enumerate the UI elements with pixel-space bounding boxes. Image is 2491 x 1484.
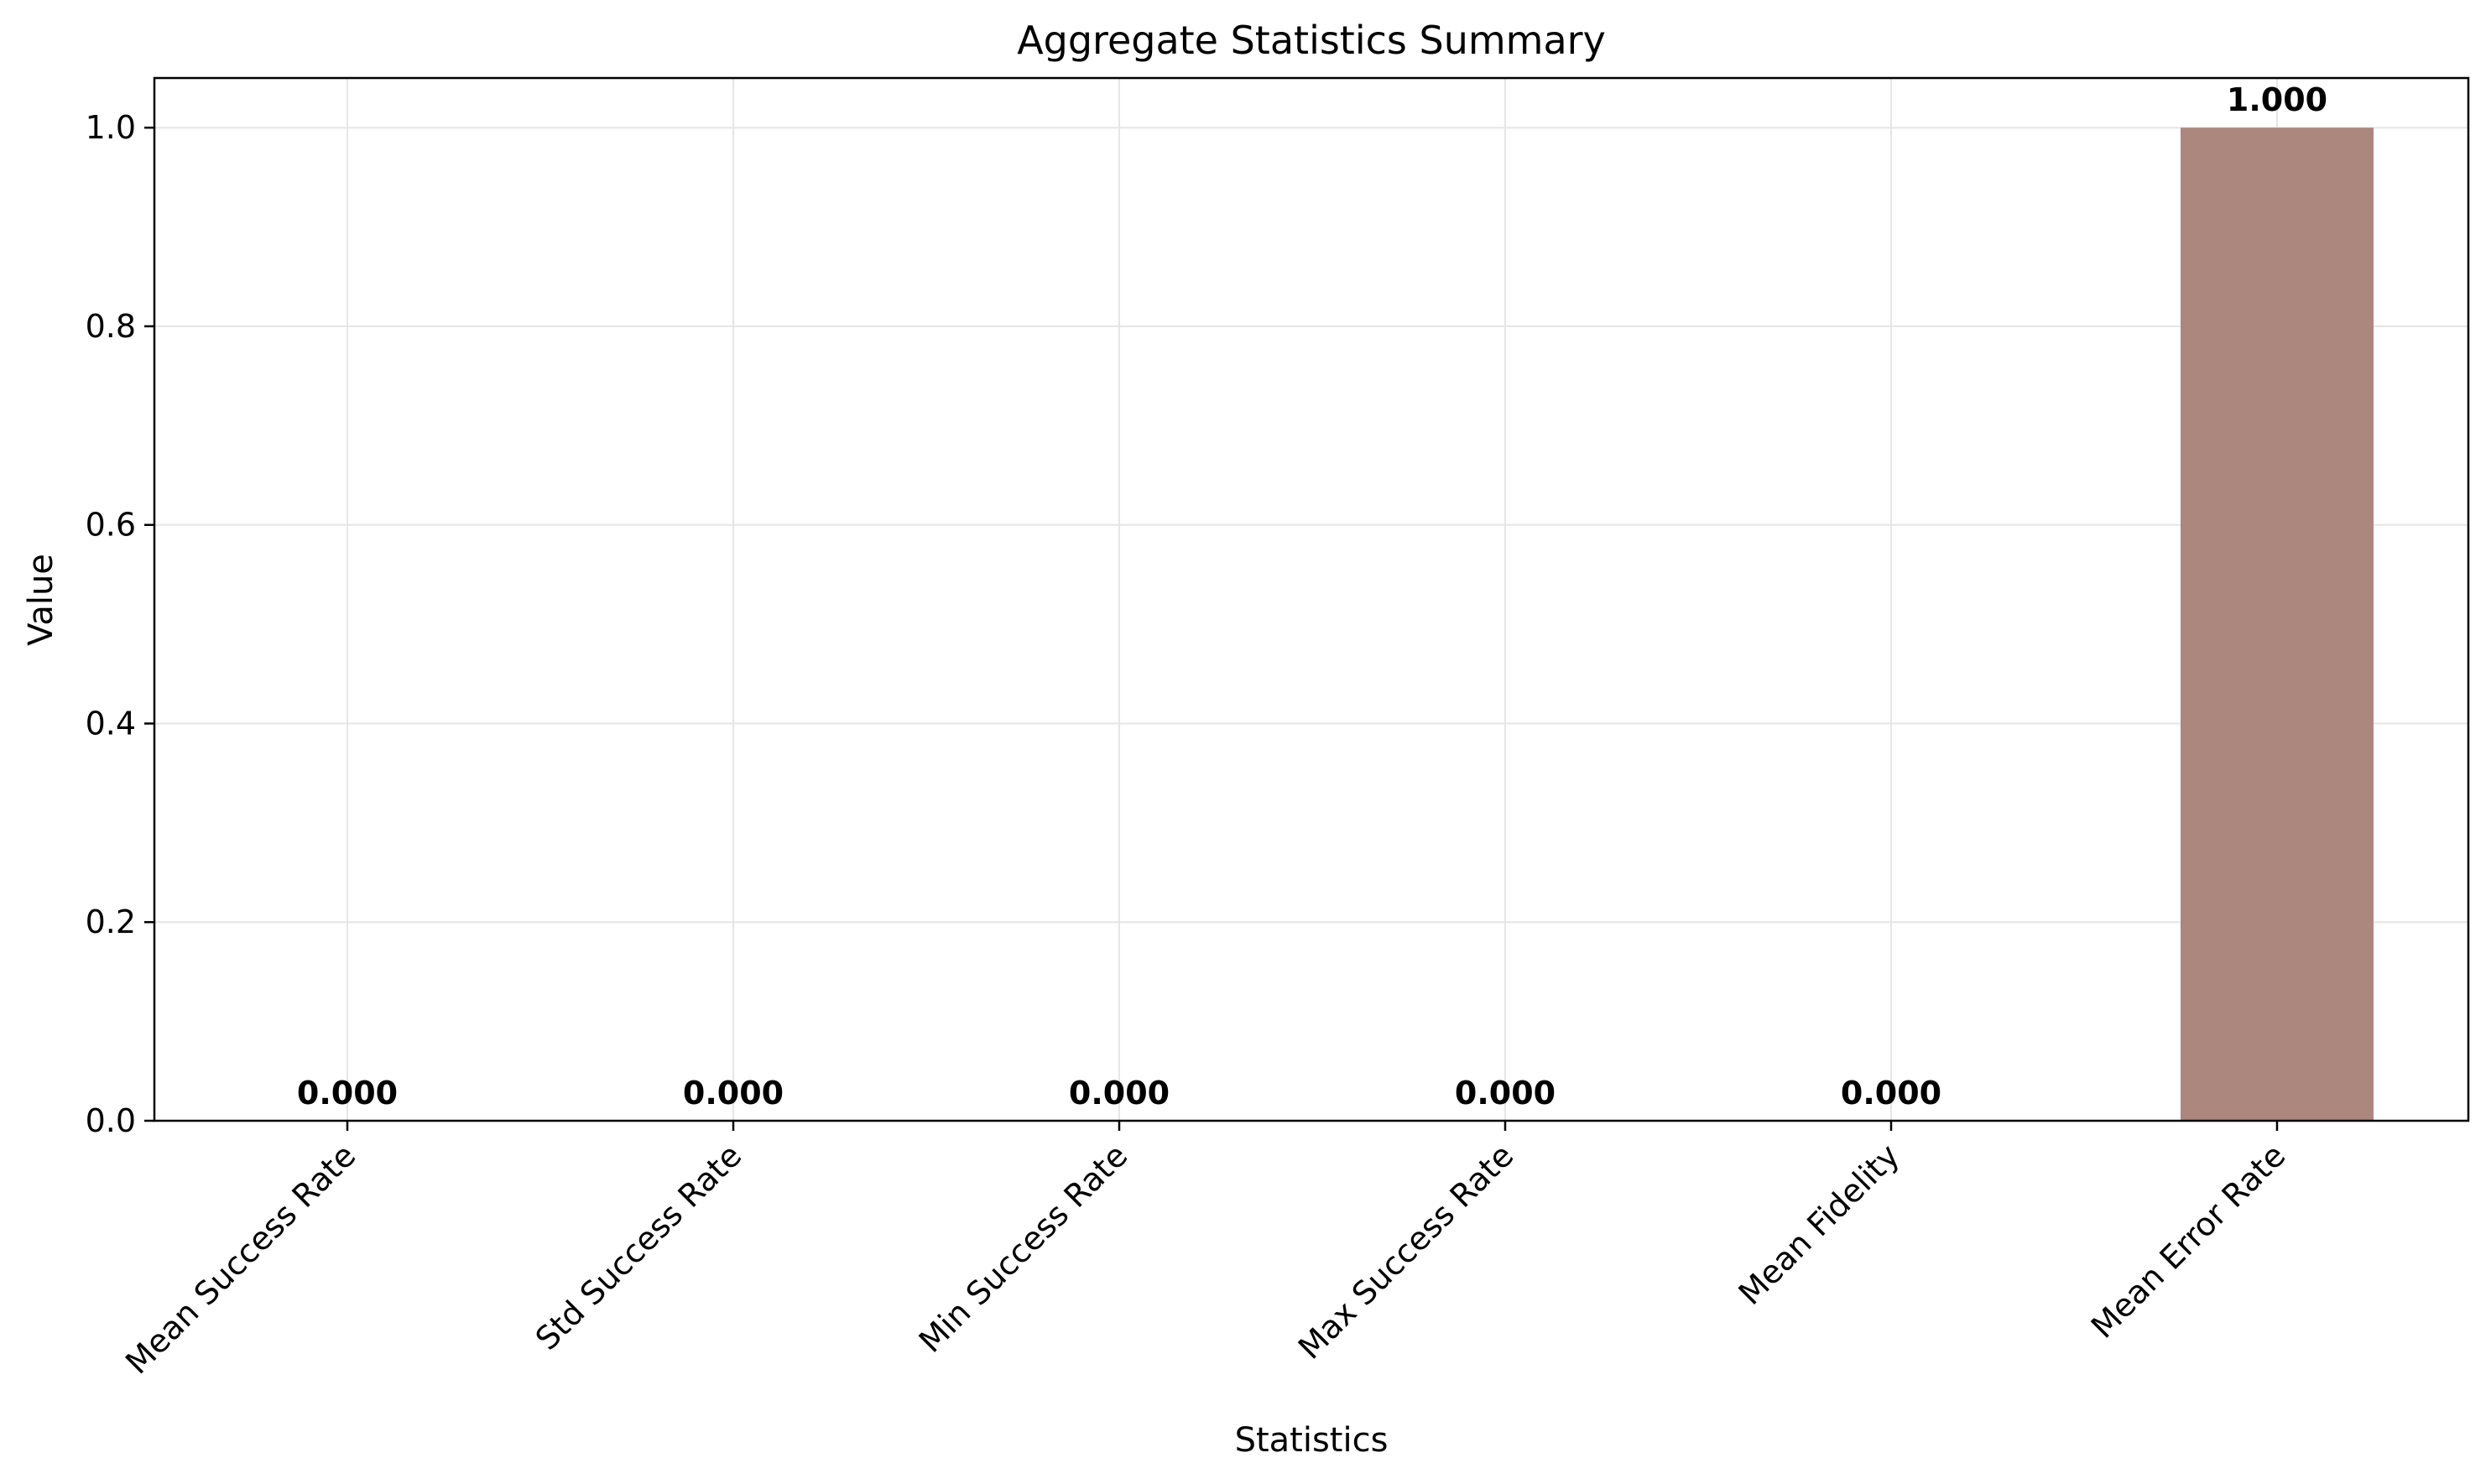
- chart-title: Aggregate Statistics Summary: [1017, 18, 1606, 63]
- bar-value-label: 1.000: [2227, 81, 2327, 118]
- bars-group: [2181, 128, 2374, 1122]
- y-axis-title: Value: [22, 554, 60, 646]
- bar-value-label: 0.000: [683, 1075, 784, 1112]
- y-axis-ticks: 0.0 0.2 0.4 0.6 0.8 1.0: [86, 109, 154, 1139]
- y-tick-label: 0.2: [86, 903, 136, 940]
- bar-value-label: 0.000: [1455, 1075, 1556, 1112]
- bar-value-label: 0.000: [297, 1075, 398, 1112]
- y-tick-label: 0.6: [86, 507, 136, 544]
- y-tick-label: 1.0: [86, 109, 136, 146]
- bar-value-label: 0.000: [1069, 1075, 1170, 1112]
- bar-value-label: 0.000: [1841, 1075, 1941, 1112]
- bar: [2181, 128, 2374, 1122]
- y-tick-label: 0.4: [86, 705, 136, 742]
- y-tick-label: 0.8: [86, 308, 136, 345]
- y-tick-label: 0.0: [86, 1102, 136, 1139]
- bar-value-labels: 0.000 0.000 0.000 0.000 0.000 1.000: [297, 81, 2327, 1112]
- x-axis-title: Statistics: [1235, 1421, 1389, 1460]
- plot-frame: [153, 76, 2470, 1122]
